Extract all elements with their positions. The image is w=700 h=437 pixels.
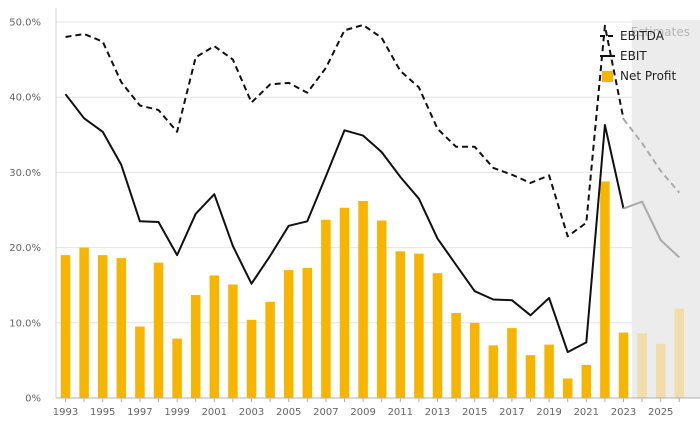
- net-profit-bar: [451, 313, 461, 398]
- ebit-line: [64, 93, 625, 354]
- x-tick-label: 2021: [574, 407, 599, 418]
- net-profit-bar: [246, 319, 257, 398]
- net-profit-bar: [600, 181, 610, 398]
- net-profit-bar: [469, 322, 480, 398]
- net-profit-bar: [172, 338, 182, 398]
- net-profit-bar: [488, 345, 499, 398]
- ebit-estimate-line: [623, 200, 680, 259]
- x-tick-label: 2003: [239, 407, 264, 418]
- legend-item-ebitda: EBITDA: [600, 29, 665, 43]
- ebitda-line: [65, 24, 625, 238]
- net-profit-bar: [209, 275, 220, 398]
- legend: EBITDA EBIT Net Profit: [600, 29, 676, 83]
- net-profit-bar: [135, 326, 145, 398]
- y-tick-label: 0%: [25, 394, 41, 405]
- x-tick-label: 1995: [90, 407, 115, 418]
- net-profit-bar: [283, 270, 294, 398]
- legend-item-ebit: EBIT: [600, 49, 647, 63]
- net-profit-bar: [190, 294, 201, 398]
- y-tick-label: 50.0%: [9, 18, 41, 29]
- net-profit-bar: [153, 262, 164, 398]
- net-profit-bar: [60, 255, 71, 398]
- net-profit-bar: [618, 332, 629, 398]
- legend-swatch: [602, 71, 613, 82]
- ebitda-estimate-line: [622, 118, 681, 194]
- net-profit-bar: [674, 308, 685, 398]
- axes: 0% 10.0% 20.0% 30.0% 40.0% 50.0% 1993 1995 1997 1…: [9, 8, 700, 418]
- legend-item-net-profit: Net Profit: [602, 69, 676, 83]
- net-profit-bar: [376, 220, 387, 398]
- net-profit-bars: [60, 181, 685, 398]
- net-profit-bar: [637, 333, 647, 398]
- net-profit-bar: [97, 255, 108, 398]
- x-tick-label: 2025: [648, 407, 673, 418]
- net-profit-bar: [562, 378, 573, 398]
- net-profit-bar: [265, 301, 275, 398]
- x-tick-label: 1997: [127, 407, 152, 418]
- legend-label: Net Profit: [620, 69, 676, 83]
- net-profit-bar: [525, 355, 536, 398]
- net-profit-bar: [358, 200, 368, 398]
- x-tick-label: 2015: [462, 407, 487, 418]
- x-tick-label: 1993: [53, 407, 78, 418]
- net-profit-bar: [116, 258, 127, 398]
- y-tick-label: 10.0%: [9, 318, 41, 329]
- net-profit-bar: [544, 344, 554, 398]
- legend-label: EBIT: [620, 49, 647, 63]
- net-profit-bar: [432, 273, 443, 398]
- gridlines: [56, 21, 690, 324]
- net-profit-bar: [302, 267, 313, 398]
- net-profit-bar: [581, 364, 592, 398]
- net-profit-bar: [395, 251, 406, 398]
- net-profit-bar: [79, 247, 89, 398]
- net-profit-bar: [655, 343, 666, 398]
- x-tick-label: 2001: [202, 407, 227, 418]
- x-tick-label: 2005: [276, 407, 301, 418]
- x-tick-label: 2009: [350, 407, 375, 418]
- x-tick-label: 2013: [425, 407, 450, 418]
- estimates-label: Estimates: [631, 25, 690, 39]
- y-tick-label: 20.0%: [9, 243, 41, 254]
- net-profit-bar: [228, 284, 238, 398]
- net-profit-bar: [507, 328, 517, 398]
- y-tick-label: 40.0%: [9, 93, 41, 104]
- x-tick-label: 2019: [536, 407, 561, 418]
- net-profit-bar: [321, 219, 331, 398]
- x-tick-label: 2011: [388, 407, 413, 418]
- net-profit-bar: [339, 207, 350, 398]
- x-tick-label: 1999: [164, 407, 189, 418]
- x-tick-label: 2023: [611, 407, 636, 418]
- legend-label: EBITDA: [620, 29, 665, 43]
- line-series: [64, 24, 681, 354]
- x-tick-label: 2007: [313, 407, 338, 418]
- y-tick-label: 30.0%: [9, 168, 41, 179]
- x-tick-label: 2017: [499, 407, 524, 418]
- net-profit-bar: [414, 253, 424, 398]
